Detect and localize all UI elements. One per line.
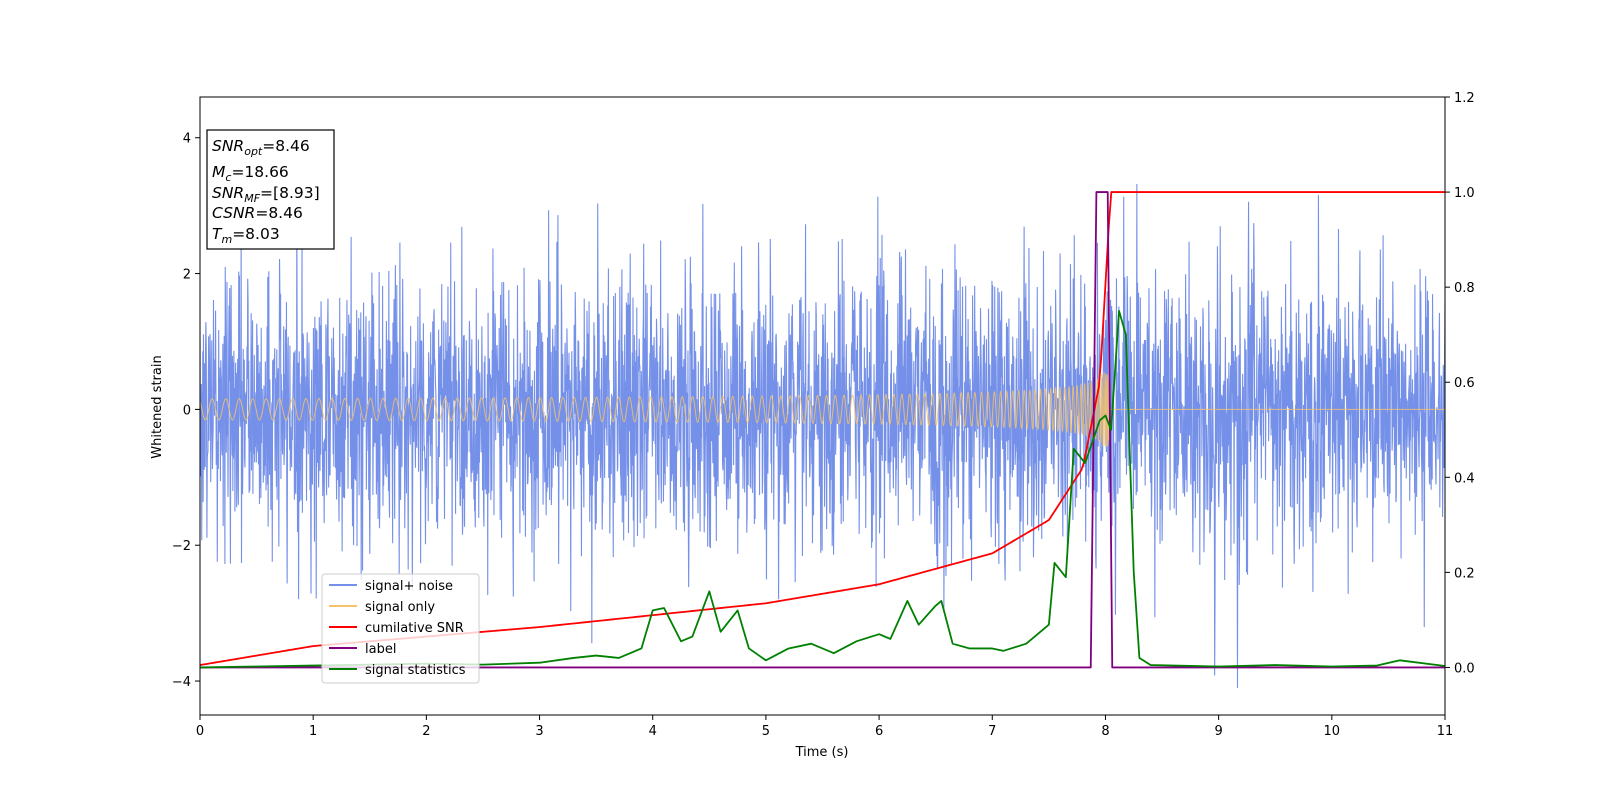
legend-item-label: label [329, 642, 396, 657]
y-right-tick-label: 1.2 [1454, 91, 1475, 106]
signal-noise-series [200, 183, 1445, 688]
y-right-tick-label: 0.8 [1454, 281, 1475, 296]
legend-item-signal-only: signal only [329, 600, 435, 615]
legend-item-signal-noise: signal+ noise [329, 579, 453, 594]
svg-text:signal statistics: signal statistics [365, 663, 466, 678]
signal-noise-line [200, 183, 1445, 688]
plot-frame [199, 96, 1446, 716]
y-left-tick-label: −2 [172, 539, 191, 554]
x-tick-label: 11 [1437, 724, 1454, 739]
y-right-tick-label: 0.2 [1454, 566, 1475, 581]
x-tick-label: 6 [875, 724, 883, 739]
legend-item-signal-statistics: signal statistics [329, 663, 466, 678]
x-tick-label: 8 [1101, 724, 1109, 739]
signal-statistics-line [200, 310, 1445, 669]
y-axis-left-ticks: 4 2 0 −2 −4 [172, 132, 200, 690]
svg-text:cumilative SNR: cumilative SNR [365, 621, 464, 636]
signal-only-series [200, 372, 1445, 447]
y-left-tick-label: 2 [183, 268, 191, 283]
info-mc: Mc=18.66 [212, 163, 289, 184]
x-tick-label: 3 [535, 724, 543, 739]
legend: signal+ noise signal only cumilative SNR… [321, 573, 480, 684]
info-tm: Tm=8.03 [212, 225, 280, 246]
info-csnr: CSNR=8.46 [212, 204, 303, 222]
x-tick-label: 9 [1214, 724, 1222, 739]
y-right-tick-label: 1.0 [1454, 186, 1475, 201]
y-axis-label: Whitened strain [150, 355, 165, 458]
x-tick-label: 5 [762, 724, 770, 739]
legend-item-cumulative-snr: cumilative SNR [329, 621, 464, 636]
y-left-tick-label: 4 [183, 132, 191, 147]
x-tick-label: 7 [988, 724, 996, 739]
svg-text:label: label [365, 642, 396, 657]
x-tick-label: 10 [1324, 724, 1341, 739]
label-line [200, 191, 1445, 669]
y-left-tick-label: −4 [172, 675, 191, 690]
y-right-tick-label: 0.6 [1454, 376, 1475, 391]
x-tick-label: 4 [649, 724, 657, 739]
x-tick-label: 0 [196, 724, 204, 739]
signal-only-line [200, 372, 1445, 447]
y-right-tick-label: 0.4 [1454, 471, 1475, 486]
x-tick-label: 2 [422, 724, 430, 739]
info-snr-mf: SNRMF=[8.93] [212, 184, 320, 205]
x-axis-ticks: 0 1 2 3 4 5 6 7 8 9 10 11 [196, 715, 1453, 739]
info-box: SNRopt=8.46 Mc=18.66 SNRMF=[8.93] CSNR=8… [206, 129, 335, 250]
x-axis-label: Time (s) [795, 745, 849, 760]
svg-text:signal+ noise: signal+ noise [365, 579, 453, 594]
info-snr-opt: SNRopt=8.46 [212, 137, 310, 158]
y-right-tick-label: 0.0 [1454, 661, 1475, 676]
y-left-tick-label: 0 [183, 403, 191, 418]
y-axis-right-ticks: 1.2 1.0 0.8 0.6 0.4 0.2 0.0 [1445, 91, 1475, 676]
svg-text:signal only: signal only [365, 600, 435, 615]
x-tick-label: 1 [309, 724, 317, 739]
